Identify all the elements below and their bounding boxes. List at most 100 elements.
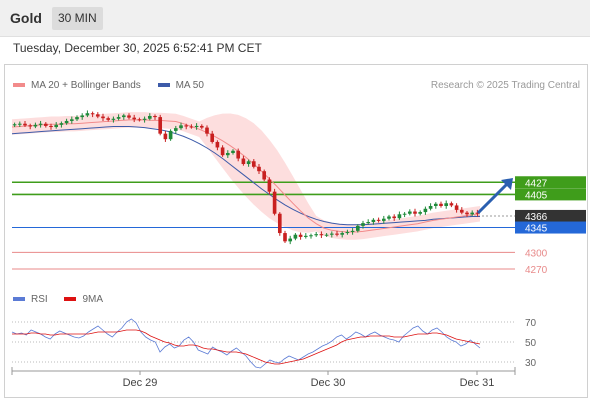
interval-button[interactable]: 30 MIN [52, 7, 103, 30]
candle-body [241, 158, 246, 165]
candle-body [257, 166, 261, 172]
candle-body [33, 124, 38, 127]
candle-body [267, 179, 272, 192]
candle-body [194, 125, 199, 128]
candle-body [12, 124, 17, 126]
candle-body [324, 234, 329, 236]
candle-body [433, 203, 438, 206]
candle-body [121, 115, 126, 118]
rsi-legend: RSI 9MA [13, 294, 117, 305]
candle-body [147, 115, 152, 119]
candle-body [38, 123, 43, 125]
candle-body [189, 126, 194, 128]
candle-body [397, 214, 402, 219]
candle-body [402, 213, 407, 215]
candle-body [423, 208, 428, 213]
candle-body [127, 115, 131, 118]
candle-body [470, 212, 475, 215]
credit-text: Research © 2025 Trading Central [430, 80, 580, 91]
candle-body [283, 233, 287, 242]
candle-body [329, 233, 334, 235]
candle-body [371, 219, 376, 223]
candle-body [23, 123, 27, 126]
rsi-level-label-70: 70 [525, 318, 537, 329]
candle-body [231, 150, 235, 153]
candle-body [184, 125, 189, 127]
candle-body [205, 127, 209, 134]
legend-ma50: MA 50 [157, 80, 204, 91]
target-arrow-shaft [476, 180, 511, 215]
header-bar: Gold 30 MIN [0, 0, 590, 37]
ma20-swatch [13, 83, 25, 88]
candle-body [376, 219, 381, 221]
level-label-4300: 4300 [525, 248, 548, 259]
timestamp: Tuesday, December 30, 2025 6:52:41 PM CE… [13, 41, 262, 55]
candle-body [459, 209, 464, 213]
candle-body [220, 147, 225, 156]
candle-body [475, 212, 480, 214]
candle-body [350, 230, 355, 232]
candle-body [355, 225, 360, 231]
candle-body [340, 233, 345, 235]
x-tick-label-0: Dec 29 [123, 377, 158, 389]
rsi-level-label-50: 50 [525, 338, 537, 349]
candle-body [64, 120, 69, 124]
candle-body [137, 119, 142, 121]
candle-body [236, 150, 241, 159]
rsi-level-label-30: 30 [525, 358, 537, 369]
candle-body [303, 235, 308, 237]
bollinger-band [12, 112, 480, 240]
candle-body [17, 123, 22, 125]
ma50-swatch [157, 83, 170, 88]
level-box-4366 [515, 209, 586, 222]
candle-body [314, 234, 319, 236]
x-tick-label-2: Dec 31 [460, 377, 495, 389]
candle-body [179, 125, 183, 129]
candle-body [101, 116, 105, 119]
candle-body [345, 231, 350, 234]
level-box-4427 [515, 176, 586, 189]
candle-body [75, 117, 79, 120]
level-box-4345 [515, 221, 586, 234]
rsi-line [11, 318, 481, 369]
candle-body [43, 123, 48, 126]
candle-body [69, 119, 74, 121]
candle-body [163, 133, 168, 140]
candle-body [428, 206, 433, 209]
candle-body [454, 205, 459, 210]
candle-body [80, 115, 85, 118]
candle-body [309, 235, 313, 237]
legend-ma20: MA 20 + Bollinger Bands [13, 80, 141, 91]
ma9-swatch [64, 297, 77, 302]
candle-body [335, 233, 339, 235]
candle-body [54, 124, 59, 128]
candle-body [225, 152, 230, 156]
candle-body [465, 212, 469, 215]
candle-body [158, 117, 163, 134]
candle-body [251, 161, 256, 167]
candle-body [413, 211, 417, 214]
candle-body [28, 125, 33, 127]
candle-body [142, 118, 147, 120]
candle-body [111, 118, 116, 120]
candle-body [298, 234, 303, 237]
candle-body [85, 113, 90, 116]
candle-body [173, 128, 178, 131]
candle-body [90, 113, 95, 115]
rsi-ma9-line [12, 329, 481, 365]
legend-ma50-label: MA 50 [175, 80, 204, 91]
rsi-swatch [13, 297, 25, 302]
candle-body [366, 222, 371, 224]
candle-body [361, 223, 365, 226]
candle-body [439, 203, 443, 206]
candle-body [449, 203, 454, 206]
candle-body [168, 130, 173, 140]
candle-body [246, 161, 251, 165]
candle-body [277, 213, 282, 234]
x-tick-label-1: Dec 30 [311, 377, 346, 389]
candle-body [387, 216, 391, 219]
candle-body [418, 212, 423, 214]
level-box-4405 [515, 188, 586, 201]
ma20-line [11, 119, 481, 233]
